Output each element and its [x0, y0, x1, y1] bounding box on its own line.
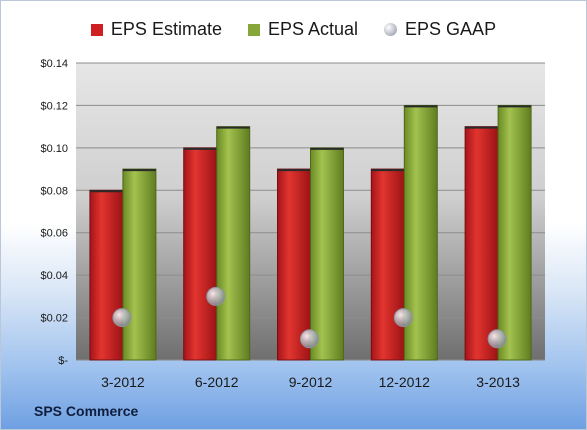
y-axis-ticks: $- $0.02 $0.04 $0.06 $0.08 $0.10 $0.12 $0.14	[40, 58, 68, 367]
x-axis-categories: 3-2012 6-2012 9-2012 12-2012 3-2013	[101, 374, 520, 390]
marker-eps-gaap	[112, 308, 132, 328]
company-name: SPS Commerce	[34, 403, 139, 419]
bar-eps-estimate	[89, 189, 124, 361]
x-category-label: 6-2012	[195, 374, 239, 390]
marker-eps-gaap	[487, 329, 507, 349]
bar-eps-estimate	[464, 126, 499, 361]
legend-item-eps-estimate: EPS Estimate	[90, 19, 222, 40]
legend-swatch-eps-estimate	[90, 23, 103, 36]
bar-eps-actual	[216, 126, 251, 361]
legend-label-eps-actual: EPS Actual	[267, 19, 359, 39]
gaap-markers	[112, 286, 507, 349]
legend-swatch-eps-actual	[247, 23, 260, 36]
bars	[89, 104, 532, 361]
y-tick-label: $0.02	[40, 313, 68, 325]
bar-eps-estimate	[370, 168, 405, 361]
marker-eps-gaap	[300, 329, 319, 349]
y-tick-label: $0.06	[40, 228, 68, 240]
bar-eps-actual	[122, 168, 157, 361]
legend-marker-eps-gaap	[384, 23, 398, 36]
y-tick-label: $0.08	[40, 185, 68, 197]
chart-legend: EPS Estimate EPS Actual EPS GAAP	[1, 19, 586, 40]
x-category-label: 12-2012	[379, 374, 431, 390]
y-tick-label: $0.10	[40, 143, 68, 155]
legend-item-eps-actual: EPS Actual	[247, 19, 359, 40]
x-category-label: 9-2012	[289, 374, 333, 390]
legend-label-eps-gaap: EPS GAAP	[405, 19, 497, 39]
bar-eps-estimate	[183, 147, 218, 361]
x-category-label: 3-2013	[476, 374, 520, 390]
y-tick-label: $0.12	[40, 100, 68, 112]
bar-eps-actual	[310, 147, 344, 361]
y-tick-label: $0.14	[40, 58, 68, 70]
y-tick-label: $0.04	[40, 270, 68, 282]
y-tick-label: $-	[58, 355, 68, 367]
legend-label-eps-estimate: EPS Estimate	[110, 19, 222, 39]
marker-eps-gaap	[393, 308, 413, 328]
legend-item-eps-gaap: EPS GAAP	[384, 19, 496, 40]
x-category-label: 3-2012	[101, 374, 145, 390]
bar-eps-actual	[497, 104, 532, 361]
marker-eps-gaap	[206, 286, 226, 306]
